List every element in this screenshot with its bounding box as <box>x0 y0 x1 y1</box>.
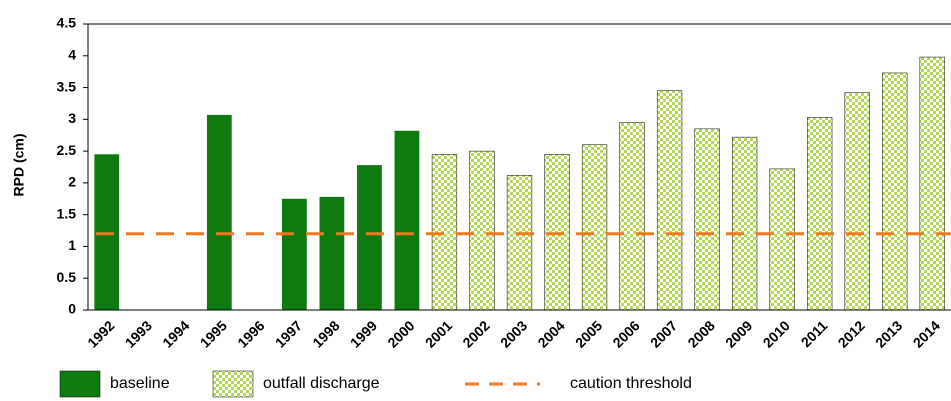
x-tick-label: 2006 <box>609 317 642 350</box>
legend-label: outfall discharge <box>263 375 380 392</box>
y-tick-label: 4.5 <box>57 15 77 31</box>
x-tick-label: 1997 <box>272 317 305 350</box>
x-tick-label: 2001 <box>422 317 455 350</box>
x-tick-label: 2009 <box>722 317 755 350</box>
bar <box>431 154 458 311</box>
bar <box>357 165 382 310</box>
x-tick-label: 2003 <box>497 317 530 350</box>
bar <box>656 90 683 311</box>
bar <box>394 130 420 310</box>
x-tick-label: 2012 <box>835 317 868 350</box>
bar <box>769 168 795 311</box>
y-tick-label: 2.5 <box>57 142 77 158</box>
x-tick-label: 2002 <box>459 317 492 350</box>
bar <box>619 122 645 311</box>
y-tick-label: 1 <box>68 237 76 253</box>
y-tick-label: 0.5 <box>57 269 77 285</box>
bar <box>807 117 833 311</box>
y-tick-label: 1.5 <box>57 205 77 221</box>
y-tick-label: 3.5 <box>57 78 77 94</box>
y-axis-title: RPD (cm) <box>11 133 27 196</box>
bar <box>882 72 908 311</box>
y-tick-label: 0 <box>68 301 76 317</box>
y-tick-label: 2 <box>68 174 76 190</box>
x-tick-label: 1995 <box>197 317 230 350</box>
x-tick-label: 1992 <box>84 317 117 350</box>
bar <box>506 175 533 311</box>
bar <box>844 92 870 311</box>
x-tick-label: 2014 <box>910 317 943 350</box>
x-tick-label: 2007 <box>647 317 680 350</box>
bar <box>544 154 570 311</box>
x-tick-label: 1994 <box>159 317 192 350</box>
x-tick-label: 1999 <box>347 317 380 350</box>
legend-label: caution threshold <box>570 375 692 392</box>
x-tick-label: 2000 <box>384 317 417 350</box>
legend-swatch <box>212 370 254 398</box>
bar <box>919 56 945 311</box>
bar <box>206 114 232 310</box>
y-tick-label: 4 <box>68 46 76 62</box>
x-tick-label: 2013 <box>872 317 905 350</box>
bar <box>731 136 758 311</box>
x-tick-label: 1996 <box>234 317 267 350</box>
x-tick-label: 2010 <box>760 317 793 350</box>
legend-label: baseline <box>110 375 170 392</box>
legend-swatch <box>59 370 101 398</box>
bar <box>694 128 720 311</box>
x-tick-label: 2011 <box>798 317 831 350</box>
x-tick-label: 2004 <box>534 317 567 350</box>
bar <box>94 154 120 310</box>
y-tick-label: 3 <box>68 110 76 126</box>
x-tick-label: 2008 <box>685 317 718 350</box>
bar <box>469 150 495 311</box>
bar <box>319 196 345 310</box>
x-tick-label: 1993 <box>122 317 155 350</box>
x-tick-label: 1998 <box>309 317 342 350</box>
bar <box>281 198 307 310</box>
x-tick-label: 2005 <box>572 317 605 350</box>
bar <box>581 144 608 311</box>
